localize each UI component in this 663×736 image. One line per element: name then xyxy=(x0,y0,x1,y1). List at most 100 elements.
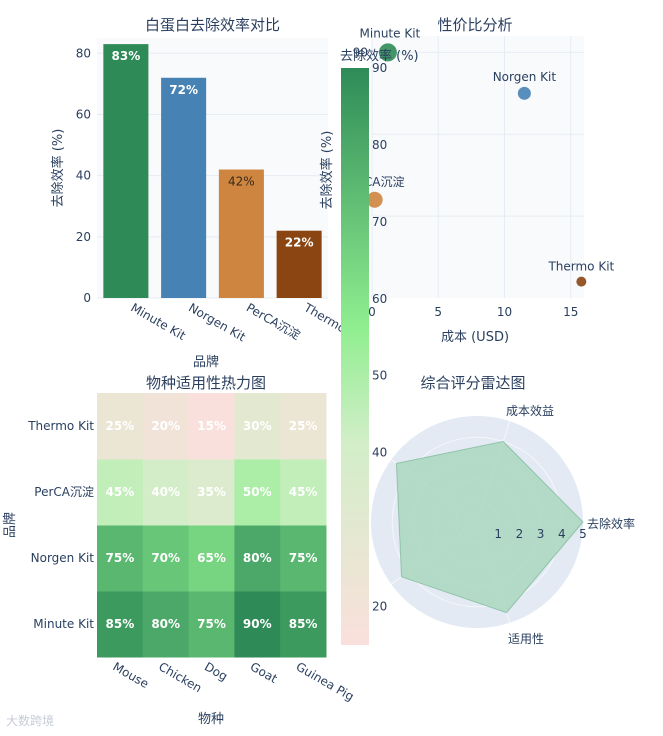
bar-y-tick-label: 80 xyxy=(76,46,91,60)
heatmap-cell-label: 20% xyxy=(151,419,180,433)
scatter-point xyxy=(576,276,587,287)
colorbar-title: 去除效率 (%) xyxy=(340,48,419,64)
scatter-point xyxy=(378,43,397,62)
heatmap-cell xyxy=(234,525,281,592)
scatter-point-label: Norgen Kit xyxy=(493,70,557,84)
heatmap-cell xyxy=(280,393,327,460)
heatmap-cell xyxy=(142,525,190,592)
heatmap-cell xyxy=(188,591,235,658)
bar-y-tick-label: 60 xyxy=(76,107,91,121)
bar-y-tick-label: 40 xyxy=(76,169,91,183)
heatmap-y-tick-label: Thermo Kit xyxy=(27,419,94,433)
scatter-point-label: Minute Kit xyxy=(360,26,421,40)
heatmap-cell xyxy=(280,459,327,526)
scatter-y-tick-label: 90 xyxy=(353,45,368,59)
bar-x-axis-title: 品牌 xyxy=(193,354,219,370)
heatmap-cell-label: 80% xyxy=(151,617,180,631)
heatmap-cell-label: 15% xyxy=(197,419,226,433)
bar xyxy=(103,44,149,298)
heatmap-cell-label: 25% xyxy=(289,419,318,433)
radar-title: 综合评分雷达图 xyxy=(420,374,525,392)
scatter-x-tick-label: 5 xyxy=(434,305,442,319)
heatmap-cell-label: 65% xyxy=(197,551,226,565)
scatter-point-label: Thermo Kit xyxy=(547,260,614,274)
heatmap-y-axis-title: 品牌 xyxy=(2,512,18,538)
heatmap-cell xyxy=(234,459,281,526)
scatter-plot-area xyxy=(372,36,584,298)
heatmap-cell xyxy=(97,459,144,526)
bar xyxy=(276,230,322,298)
colorbar-tick-label: 80 xyxy=(372,138,387,152)
scatter-x-tick-label: 0 xyxy=(368,305,376,319)
scatter-x-tick-label: 15 xyxy=(563,305,578,319)
heatmap-cell xyxy=(142,393,190,460)
heatmap-cell-label: 85% xyxy=(289,617,318,631)
heatmap-cell xyxy=(188,459,235,526)
heatmap-cell xyxy=(142,591,190,658)
heatmap-cell xyxy=(188,393,235,460)
bar-y-axis-title: 去除效率 (%) xyxy=(50,129,66,208)
bar-data-label: 72% xyxy=(169,83,198,97)
watermark: 大数跨境 xyxy=(6,714,55,728)
radar-axis-label: 去除效率 xyxy=(587,516,635,531)
radar-area xyxy=(395,440,584,614)
heatmap-cell-label: 80% xyxy=(243,551,272,565)
colorbar-tick-label: 60 xyxy=(372,292,387,306)
heatmap-y-tick-label: Minute Kit xyxy=(33,617,94,631)
heatmap-cell xyxy=(97,591,144,658)
radar-radial-tick-label: 2 xyxy=(516,527,524,541)
colorbar-tick-label: 70 xyxy=(372,215,387,229)
bar xyxy=(161,77,207,298)
colorbar-tick-label: 20 xyxy=(372,600,387,614)
heatmap-cell-label: 30% xyxy=(243,419,272,433)
scatter-chart-title: 性价比分析 xyxy=(437,16,512,34)
colorbar xyxy=(341,68,369,645)
radar-radial-tick-label: 1 xyxy=(494,527,502,541)
bar-y-tick-label: 0 xyxy=(83,291,91,305)
heatmap-y-tick-label: Norgen Kit xyxy=(31,551,95,565)
heatmap-cell xyxy=(97,525,144,592)
heatmap-cell-label: 75% xyxy=(106,551,135,565)
heatmap-cell xyxy=(234,591,281,658)
heatmap-cell-label: 35% xyxy=(197,485,226,499)
radar-axis-label: 适用性 xyxy=(508,632,544,646)
heatmap-x-axis-title: 物种 xyxy=(198,712,224,727)
scatter-x-axis-title: 成本 (USD) xyxy=(441,330,509,345)
colorbar-tick-label: 90 xyxy=(372,61,387,75)
scatter-point xyxy=(517,86,531,100)
heatmap-cell-label: 75% xyxy=(197,617,226,631)
bar-y-tick-label: 20 xyxy=(76,230,91,244)
heatmap-cell-label: 50% xyxy=(243,485,272,499)
heatmap-cell xyxy=(280,591,327,658)
heatmap-cell-label: 25% xyxy=(106,419,135,433)
heatmap-cell-label: 85% xyxy=(106,617,135,631)
bar-chart-title: 白蛋白去除效率对比 xyxy=(145,16,280,34)
colorbar-tick-label: 40 xyxy=(372,446,387,460)
scatter-x-tick-label: 10 xyxy=(497,305,512,319)
bar-data-label: 83% xyxy=(112,49,141,63)
heatmap-cell xyxy=(188,525,235,592)
scatter-point xyxy=(366,191,383,208)
bar-data-label: 22% xyxy=(285,236,314,250)
heatmap-cell-label: 40% xyxy=(151,485,180,499)
heatmap-cell xyxy=(142,459,190,526)
heatmap-title: 物种适用性热力图 xyxy=(146,374,266,392)
heatmap-cell xyxy=(234,393,281,460)
heatmap-cell xyxy=(97,393,144,460)
heatmap-cell-label: 90% xyxy=(243,617,272,631)
heatmap-cell-label: 70% xyxy=(151,551,180,565)
bar xyxy=(218,169,264,298)
heatmap-cell-label: 75% xyxy=(289,551,318,565)
heatmap-cell-label: 45% xyxy=(106,485,135,499)
scatter-y-axis-title: 去除效率 (%) xyxy=(319,131,335,210)
radar-radial-tick-label: 3 xyxy=(537,527,545,541)
heatmap-y-tick-label: PerCA沉淀 xyxy=(34,485,94,499)
radar-radial-tick-label: 5 xyxy=(579,527,587,541)
heatmap-cell xyxy=(280,525,327,592)
bar-data-label: 42% xyxy=(228,175,255,189)
heatmap-cell-label: 45% xyxy=(289,485,318,499)
radar-radial-tick-label: 4 xyxy=(558,527,566,541)
radar-axis-label: 成本效益 xyxy=(506,403,554,418)
colorbar-tick-label: 50 xyxy=(372,369,387,383)
